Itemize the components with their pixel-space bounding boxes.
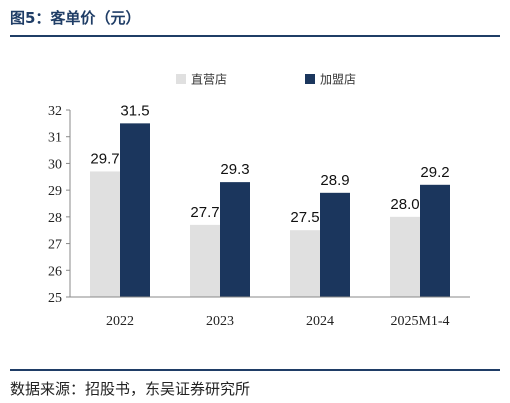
bar-direct <box>290 230 320 297</box>
data-label: 27.7 <box>190 204 219 221</box>
bar-direct <box>390 216 420 297</box>
legend-swatch <box>176 74 186 84</box>
bar-franchise <box>220 182 250 297</box>
y-tick-label: 31 <box>48 131 62 146</box>
x-tick-label: 2025M1-4 <box>390 314 449 329</box>
bar-direct <box>190 224 220 297</box>
data-label: 29.2 <box>420 164 449 181</box>
data-label: 28.9 <box>320 172 349 189</box>
top-rule <box>10 35 500 37</box>
bottom-rule <box>10 369 500 371</box>
bar-franchise <box>120 123 150 297</box>
y-tick-label: 32 <box>48 104 62 119</box>
bar-direct <box>90 171 120 297</box>
bar-franchise <box>420 184 450 297</box>
figure-title: 图5：客单价（元） <box>10 9 141 27</box>
y-tick-label: 29 <box>48 184 62 199</box>
data-label: 29.3 <box>220 161 249 178</box>
y-tick-label: 25 <box>48 291 62 306</box>
x-tick-label: 2024 <box>306 314 334 329</box>
y-tick-label: 27 <box>48 238 62 253</box>
x-tick-label: 2023 <box>206 314 234 329</box>
source-note: 数据来源：招股书，东吴证券研究所 <box>10 380 251 398</box>
y-tick-label: 30 <box>48 157 62 172</box>
data-label: 28.0 <box>390 196 419 213</box>
data-label: 31.5 <box>120 102 149 119</box>
y-tick-label: 28 <box>48 211 62 226</box>
legend-label: 加盟店 <box>320 73 356 87</box>
data-label: 29.7 <box>90 150 119 167</box>
legend-label: 直营店 <box>191 73 227 87</box>
x-tick-label: 2022 <box>106 314 134 329</box>
bar-franchise <box>320 192 350 297</box>
y-tick-label: 26 <box>48 264 62 279</box>
data-label: 27.5 <box>290 209 319 226</box>
legend-swatch <box>305 74 315 84</box>
